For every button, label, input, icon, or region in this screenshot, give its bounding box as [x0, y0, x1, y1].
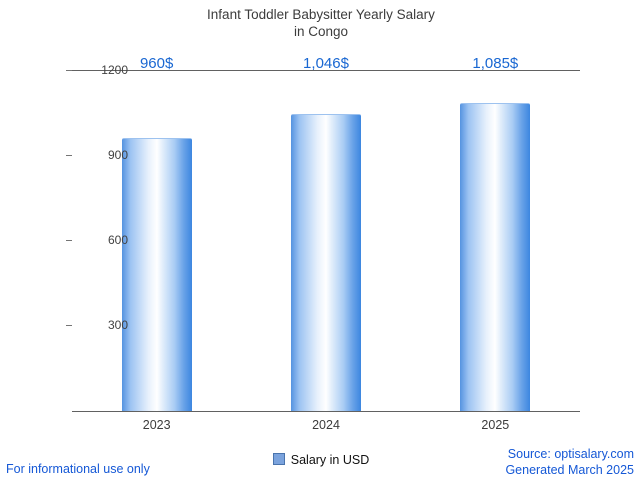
y-axis-tick-mark	[66, 240, 72, 241]
chart-title-line1: Infant Toddler Babysitter Yearly Salary	[207, 7, 435, 22]
x-axis-label-2025: 2025	[481, 418, 510, 432]
bar-2024	[291, 113, 361, 411]
bar-value-label-2024: 1,046$	[303, 55, 349, 72]
y-axis-tick-label: 300	[107, 318, 128, 332]
legend: Salary in USD	[0, 453, 642, 467]
y-axis-tick-mark	[66, 155, 72, 156]
legend-label: Salary in USD	[290, 453, 370, 467]
chart-title: Infant Toddler Babysitter Yearly Salary …	[0, 6, 642, 40]
y-axis-tick-label: 1200	[101, 63, 128, 77]
chart-title-line2: in Congo	[293, 24, 349, 39]
disclaimer-note: For informational use only	[6, 462, 150, 476]
plot-area	[72, 70, 580, 412]
y-axis-tick-label: 900	[107, 148, 128, 162]
bar-value-label-2023: 960$	[139, 55, 174, 72]
y-axis-tick-mark	[66, 325, 72, 326]
bar-value-label-2025: 1,085$	[472, 55, 519, 72]
bar-2025	[460, 102, 531, 411]
x-axis-label-2024: 2024	[312, 418, 340, 432]
y-axis-tick-mark	[66, 70, 72, 71]
source-link[interactable]: Source: optisalary.com	[507, 447, 634, 461]
legend-swatch-icon	[272, 453, 285, 465]
y-axis-tick-label: 600	[107, 233, 128, 247]
footer-source-block: Source: optisalary.com Generated March 2…	[505, 446, 634, 478]
x-axis-label-2023: 2023	[142, 418, 171, 432]
generated-date: Generated March 2025	[505, 463, 634, 477]
bar-2023	[121, 138, 192, 411]
